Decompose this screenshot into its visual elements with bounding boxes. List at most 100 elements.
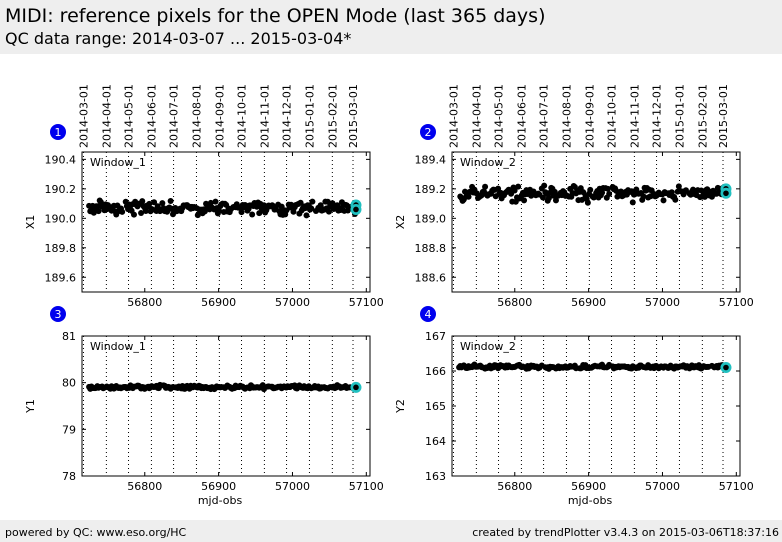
window-annotation: Window_1 (90, 156, 146, 169)
data-point (672, 196, 679, 203)
y-tick-label: 188.6 (415, 271, 447, 284)
top-date-label: 2014-09-01 (213, 84, 226, 148)
panel-badge-number: 2 (425, 126, 432, 139)
latest-point (353, 206, 359, 213)
data-point (142, 207, 149, 214)
y-tick-label: 167 (425, 330, 446, 343)
panel-badge-number: 3 (55, 308, 62, 321)
page-subtitle: QC data range: 2014-03-07 ... 2015-03-04… (5, 29, 352, 48)
x-tick-label: 56800 (497, 480, 532, 493)
data-point (159, 200, 166, 207)
data-point (249, 211, 256, 218)
data-point (604, 185, 611, 192)
data-point (465, 193, 472, 200)
y-tick-label: 164 (425, 435, 446, 448)
data-point (541, 182, 548, 189)
data-point (290, 208, 297, 215)
y-tick-label: 163 (425, 470, 446, 483)
data-point (587, 186, 594, 193)
x-tick-label: 57000 (645, 296, 680, 309)
x-tick-label: 57100 (719, 296, 754, 309)
y-axis-label: X2 (394, 215, 407, 230)
panel-badge-number: 1 (55, 126, 62, 139)
data-point (584, 199, 591, 206)
data-point (303, 212, 310, 219)
top-date-label: 2014-11-01 (628, 84, 641, 148)
x-tick-label: 57000 (645, 480, 680, 493)
top-date-label: 2014-10-01 (606, 84, 619, 148)
data-point (511, 187, 518, 194)
data-point (119, 208, 126, 215)
panel-badge (50, 306, 66, 322)
axes-frame (451, 151, 741, 293)
data-point (138, 210, 145, 217)
top-date-label: 2014-07-01 (168, 84, 181, 148)
data-point (212, 198, 219, 205)
data-point (238, 209, 245, 216)
y-tick-label: 166 (425, 365, 446, 378)
data-point (629, 199, 636, 206)
y-tick-label: 81 (62, 330, 76, 343)
top-date-label: 2014-06-01 (515, 84, 528, 148)
top-date-label: 2014-12-01 (281, 84, 294, 148)
top-date-label: 2014-03-01 (447, 84, 460, 148)
latest-point (723, 364, 729, 371)
data-point (599, 189, 606, 196)
footer-bar: powered by QC: www.eso.org/HC created by… (0, 520, 782, 542)
x-axis-label: mjd-obs (568, 494, 613, 507)
x-axis-label: mjd-obs (198, 494, 243, 507)
data-point (309, 198, 316, 205)
y-tick-label: 189.4 (415, 153, 447, 166)
top-date-label: 2014-11-01 (258, 84, 271, 148)
window-annotation: Window_2 (460, 156, 516, 169)
y-tick-label: 189.8 (45, 242, 77, 255)
y-tick-label: 189.0 (415, 212, 447, 225)
data-point (167, 198, 174, 205)
y-tick-label: 80 (62, 377, 76, 390)
y-tick-label: 188.8 (415, 242, 447, 255)
top-date-label: 2015-01-01 (303, 84, 316, 148)
top-date-label: 2015-02-01 (696, 84, 709, 148)
data-point (95, 208, 102, 215)
axes-frame (451, 335, 741, 477)
top-date-label: 2014-08-01 (560, 84, 573, 148)
top-date-label: 2014-05-01 (123, 84, 136, 148)
x-tick-label: 57100 (719, 480, 754, 493)
data-point (207, 199, 214, 206)
data-point (521, 197, 528, 204)
top-date-label: 2014-04-01 (100, 84, 113, 148)
x-tick-label: 57000 (275, 480, 310, 493)
y-tick-label: 189.6 (45, 271, 77, 284)
axes-frame (81, 335, 371, 477)
x-tick-label: 56900 (571, 480, 606, 493)
top-date-label: 2014-10-01 (236, 84, 249, 148)
panel-badge (420, 306, 436, 322)
top-date-label: 2014-05-01 (493, 84, 506, 148)
page-title: MIDI: reference pixels for the OPEN Mode… (5, 5, 546, 27)
x-tick-label: 56900 (571, 296, 606, 309)
y-tick-label: 189.2 (415, 183, 447, 196)
window-annotation: Window_2 (460, 340, 516, 353)
data-point (216, 207, 223, 214)
y-tick-label: 190.2 (45, 183, 77, 196)
top-date-label: 2014-09-01 (583, 84, 596, 148)
top-date-label: 2014-03-01 (77, 84, 90, 148)
y-tick-label: 165 (425, 400, 446, 413)
data-point (151, 199, 158, 206)
top-date-label: 2015-03-01 (347, 84, 360, 148)
top-date-label: 2014-08-01 (190, 84, 203, 148)
y-tick-label: 78 (62, 470, 76, 483)
top-date-label: 2014-12-01 (651, 84, 664, 148)
data-point (308, 205, 315, 212)
y-tick-label: 79 (62, 423, 76, 436)
top-date-label: 2015-03-01 (717, 84, 730, 148)
data-point (660, 197, 667, 204)
x-tick-label: 57100 (349, 296, 384, 309)
top-date-label: 2014-04-01 (470, 84, 483, 148)
x-tick-label: 56800 (127, 480, 162, 493)
y-axis-label: X1 (24, 215, 37, 230)
latest-point (353, 384, 359, 391)
data-point (201, 208, 208, 215)
panel-badge-number: 4 (425, 308, 432, 321)
y-axis-label: Y1 (24, 399, 37, 414)
